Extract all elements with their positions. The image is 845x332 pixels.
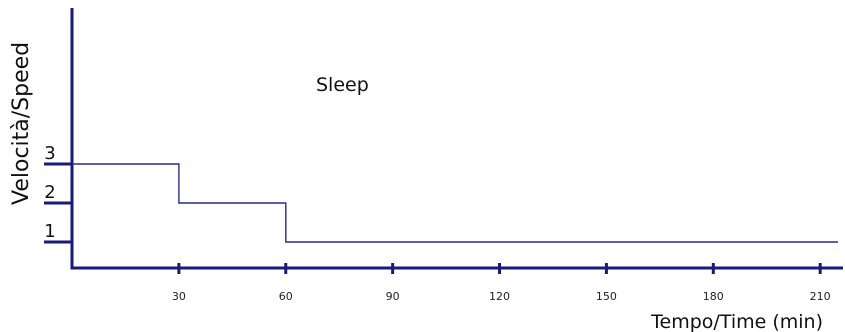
ticks: 30 60 90 120 150 180 210 1 2 3 bbox=[44, 143, 831, 303]
x-axis-label: Tempo/Time (min) bbox=[650, 311, 823, 332]
x-tick-label-180: 180 bbox=[703, 290, 724, 303]
x-tick-label-30: 30 bbox=[172, 290, 186, 303]
y-axis-label: Velocità/Speed bbox=[9, 42, 34, 205]
series bbox=[72, 163, 838, 243]
x-tick-label-210: 210 bbox=[810, 290, 831, 303]
annotation-label: Sleep bbox=[316, 74, 369, 96]
y-tick-label-1: 1 bbox=[44, 221, 55, 242]
axes bbox=[70, 8, 843, 270]
x-tick-label-60: 60 bbox=[279, 290, 293, 303]
y-tick-label-3: 3 bbox=[44, 143, 55, 164]
series-line-1 bbox=[72, 163, 838, 243]
x-tick-label-90: 90 bbox=[386, 290, 400, 303]
x-tick-label-120: 120 bbox=[489, 290, 510, 303]
x-tick-label-150: 150 bbox=[596, 290, 617, 303]
y-tick-label-2: 2 bbox=[44, 182, 55, 203]
